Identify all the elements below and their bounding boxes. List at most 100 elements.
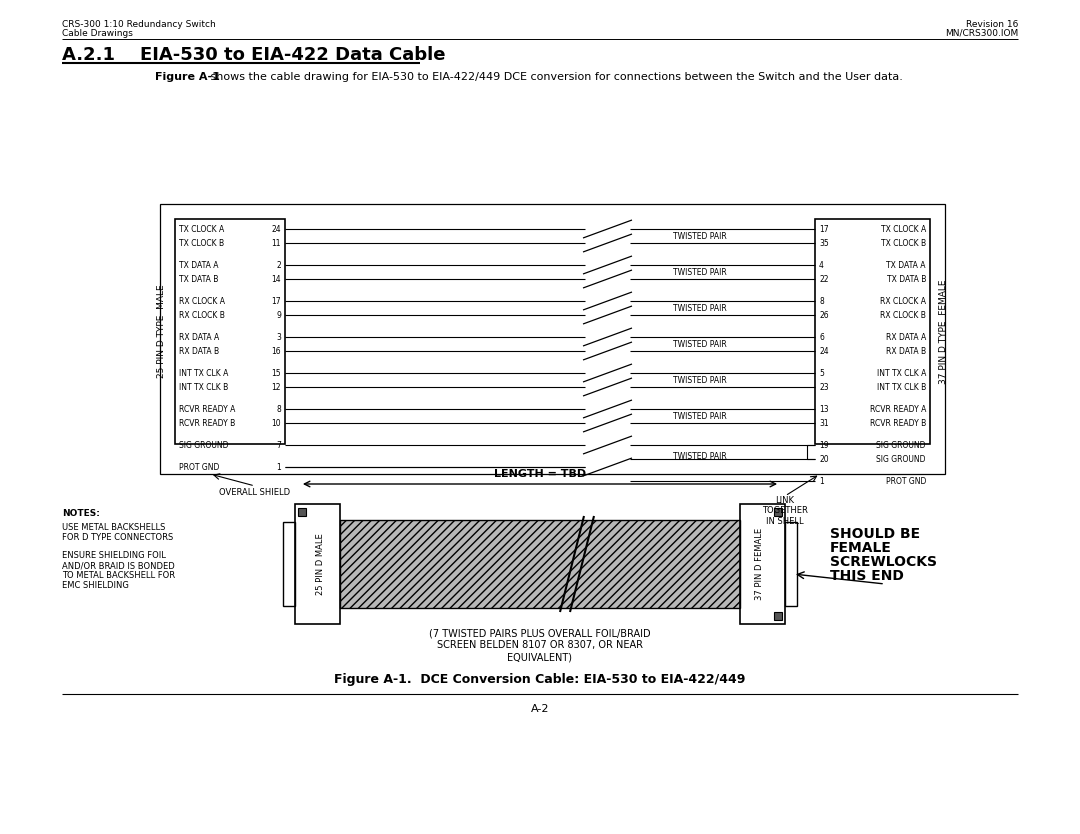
- Text: TWISTED PAIR: TWISTED PAIR: [673, 375, 727, 384]
- Text: 1: 1: [819, 476, 824, 485]
- Text: SIG GROUND: SIG GROUND: [877, 440, 926, 450]
- Text: RCVR READY B: RCVR READY B: [869, 419, 926, 428]
- Text: RX CLOCK A: RX CLOCK A: [179, 297, 225, 305]
- Text: TX DATA B: TX DATA B: [179, 274, 218, 284]
- Text: FEMALE: FEMALE: [831, 541, 892, 555]
- Text: MN/CRS300.IOM: MN/CRS300.IOM: [945, 28, 1018, 38]
- Text: INT TX CLK B: INT TX CLK B: [179, 383, 228, 391]
- Text: TX DATA A: TX DATA A: [887, 260, 926, 269]
- Text: EQUIVALENT): EQUIVALENT): [508, 652, 572, 662]
- Text: 15: 15: [271, 369, 281, 378]
- Text: TWISTED PAIR: TWISTED PAIR: [673, 232, 727, 240]
- Text: 37 PIN D FEMALE: 37 PIN D FEMALE: [755, 528, 764, 600]
- Text: 11: 11: [271, 239, 281, 248]
- Text: TWISTED PAIR: TWISTED PAIR: [673, 451, 727, 460]
- Text: RX DATA B: RX DATA B: [886, 346, 926, 355]
- Bar: [774, 612, 782, 620]
- Text: TX DATA B: TX DATA B: [887, 274, 926, 284]
- Text: 24: 24: [819, 346, 828, 355]
- Text: Cable Drawings: Cable Drawings: [62, 28, 133, 38]
- Text: THIS END: THIS END: [831, 569, 904, 583]
- Text: TX DATA A: TX DATA A: [179, 260, 218, 269]
- Text: ENSURE SHIELDING FOIL: ENSURE SHIELDING FOIL: [62, 551, 166, 560]
- Text: LENGTH = TBD: LENGTH = TBD: [494, 469, 586, 479]
- Text: Revision 16: Revision 16: [966, 19, 1018, 28]
- Text: EMC SHIELDING: EMC SHIELDING: [62, 581, 129, 590]
- Text: 14: 14: [271, 274, 281, 284]
- Bar: [295, 504, 340, 624]
- Text: TWISTED PAIR: TWISTED PAIR: [673, 339, 727, 349]
- Text: (7 TWISTED PAIRS PLUS OVERALL FOIL/BRAID: (7 TWISTED PAIRS PLUS OVERALL FOIL/BRAID: [429, 628, 651, 638]
- Text: SCREWLOCKS: SCREWLOCKS: [831, 555, 937, 569]
- Text: 25 PIN D TYPE  MALE: 25 PIN D TYPE MALE: [158, 284, 166, 379]
- Text: TWISTED PAIR: TWISTED PAIR: [673, 304, 727, 313]
- Text: shows the cable drawing for EIA-530 to EIA-422/449 DCE conversion for connection: shows the cable drawing for EIA-530 to E…: [207, 72, 903, 82]
- Text: 9: 9: [276, 310, 281, 319]
- Text: 1: 1: [276, 463, 281, 471]
- Text: RX CLOCK B: RX CLOCK B: [179, 310, 225, 319]
- Bar: [160, 204, 945, 474]
- Text: PROT GND: PROT GND: [886, 476, 926, 485]
- Text: RCVR READY B: RCVR READY B: [179, 419, 235, 428]
- Text: RCVR READY A: RCVR READY A: [179, 404, 235, 414]
- Text: NOTES:: NOTES:: [62, 510, 99, 519]
- Text: LINK
TOGETHER
IN SHELL: LINK TOGETHER IN SHELL: [762, 496, 808, 525]
- Text: 13: 13: [819, 404, 828, 414]
- Text: 7: 7: [276, 440, 281, 450]
- Text: SIG GROUND: SIG GROUND: [179, 440, 229, 450]
- Text: SHOULD BE: SHOULD BE: [831, 527, 920, 541]
- Text: 25 PIN D MALE: 25 PIN D MALE: [316, 533, 325, 595]
- Bar: [298, 508, 306, 516]
- Text: 8: 8: [819, 297, 824, 305]
- Text: 19: 19: [819, 440, 828, 450]
- Text: A-2: A-2: [530, 704, 550, 714]
- Text: RCVR READY A: RCVR READY A: [869, 404, 926, 414]
- Bar: [740, 504, 785, 624]
- Text: 26: 26: [819, 310, 828, 319]
- Text: 12: 12: [271, 383, 281, 391]
- Text: 5: 5: [819, 369, 824, 378]
- Text: 6: 6: [819, 333, 824, 341]
- Text: PROT GND: PROT GND: [179, 463, 219, 471]
- Bar: [774, 508, 782, 516]
- Text: 10: 10: [271, 419, 281, 428]
- Text: 31: 31: [819, 419, 828, 428]
- Text: TWISTED PAIR: TWISTED PAIR: [673, 268, 727, 277]
- Text: RX DATA B: RX DATA B: [179, 346, 219, 355]
- Text: 17: 17: [271, 297, 281, 305]
- Text: TX CLOCK B: TX CLOCK B: [179, 239, 225, 248]
- Text: RX DATA A: RX DATA A: [179, 333, 219, 341]
- Text: 16: 16: [271, 346, 281, 355]
- Text: 3: 3: [276, 333, 281, 341]
- Text: FOR D TYPE CONNECTORS: FOR D TYPE CONNECTORS: [62, 534, 173, 542]
- Text: RX CLOCK A: RX CLOCK A: [880, 297, 926, 305]
- Text: SCREEN BELDEN 8107 OR 8307, OR NEAR: SCREEN BELDEN 8107 OR 8307, OR NEAR: [437, 640, 643, 650]
- Text: 35: 35: [819, 239, 828, 248]
- Text: AND/OR BRAID IS BONDED: AND/OR BRAID IS BONDED: [62, 561, 175, 570]
- Text: 20: 20: [819, 455, 828, 464]
- Bar: [815, 219, 930, 444]
- Text: SIG GROUND: SIG GROUND: [877, 455, 926, 464]
- Text: 23: 23: [819, 383, 828, 391]
- Text: 2: 2: [276, 260, 281, 269]
- Text: USE METAL BACKSHELLS: USE METAL BACKSHELLS: [62, 524, 165, 532]
- Text: 37 PIN D TYPE  FEMALE: 37 PIN D TYPE FEMALE: [939, 279, 947, 384]
- Text: Figure A-1.  DCE Conversion Cable: EIA-530 to EIA-422/449: Figure A-1. DCE Conversion Cable: EIA-53…: [335, 672, 745, 686]
- Text: INT TX CLK A: INT TX CLK A: [179, 369, 228, 378]
- Text: TWISTED PAIR: TWISTED PAIR: [673, 411, 727, 420]
- Text: TO METAL BACKSHELL FOR: TO METAL BACKSHELL FOR: [62, 571, 175, 580]
- Text: Figure A-1: Figure A-1: [156, 72, 220, 82]
- Bar: [283, 522, 295, 606]
- Text: TX CLOCK B: TX CLOCK B: [881, 239, 926, 248]
- Bar: [785, 522, 797, 606]
- Text: RX CLOCK B: RX CLOCK B: [880, 310, 926, 319]
- Text: CRS-300 1:10 Redundancy Switch: CRS-300 1:10 Redundancy Switch: [62, 19, 216, 28]
- Text: 8: 8: [276, 404, 281, 414]
- Text: OVERALL SHIELD: OVERALL SHIELD: [219, 488, 291, 496]
- Text: 22: 22: [819, 274, 828, 284]
- Bar: [175, 219, 285, 444]
- Text: 24: 24: [271, 224, 281, 234]
- Text: RX DATA A: RX DATA A: [886, 333, 926, 341]
- Bar: [340, 520, 740, 608]
- Text: INT TX CLK A: INT TX CLK A: [877, 369, 926, 378]
